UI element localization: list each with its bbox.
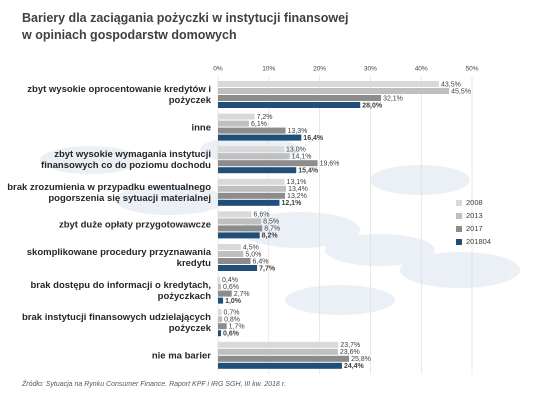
bar (218, 362, 342, 369)
bar (218, 160, 318, 167)
bar (218, 283, 222, 290)
value-label: 2,7% (234, 291, 250, 298)
value-label: 0,6% (223, 331, 240, 338)
category-label: brak dostępu do informacji o kredytach, … (30, 279, 211, 302)
value-label: 13,0% (286, 147, 306, 154)
legend-swatch (456, 200, 462, 206)
legend-label: 2013 (466, 211, 483, 220)
value-label: 1,0% (225, 298, 242, 305)
value-label: 19,6% (320, 161, 340, 168)
bar (218, 258, 251, 264)
value-label: 0,8% (224, 317, 240, 324)
category-label: inne (191, 122, 211, 134)
bar (218, 127, 286, 134)
value-label: 0,4% (222, 277, 238, 284)
value-label: 43,5% (441, 81, 461, 88)
value-label: 1,7% (229, 324, 245, 331)
x-tick-label: 50% (465, 66, 478, 73)
value-label: 7,2% (257, 114, 273, 121)
category-label: skomplikowane procedury przyznawania kre… (26, 247, 211, 269)
bar (218, 185, 287, 192)
legend-swatch (456, 239, 462, 245)
bar (218, 81, 439, 87)
value-label: 13,4% (288, 186, 308, 193)
source: Źródło: Sytuacja na Rynku Consumer Finan… (22, 381, 286, 388)
value-label: 12,1% (281, 200, 302, 207)
bar (218, 251, 244, 257)
bar (218, 146, 285, 153)
x-tick-label: 30% (364, 66, 377, 73)
bar (218, 134, 302, 141)
bar (218, 225, 263, 232)
value-label: 8,5% (263, 219, 279, 226)
value-label: 7,7% (259, 265, 276, 272)
bar (218, 120, 249, 127)
value-label: 15,4% (298, 168, 319, 175)
value-label: 6,1% (251, 121, 267, 128)
bar (218, 88, 450, 94)
value-label: 28,0% (362, 102, 383, 109)
bar (218, 178, 285, 185)
bar (218, 211, 252, 218)
value-label: 16,4% (303, 135, 324, 142)
value-label: 5,0% (245, 251, 261, 258)
value-label: 45,5% (451, 88, 471, 95)
category-label: nie ma barier (151, 350, 211, 362)
bar (218, 348, 338, 355)
bar (218, 218, 262, 225)
value-label: 4,5% (243, 244, 259, 251)
bar (218, 276, 221, 283)
value-label: 8,7% (264, 226, 280, 233)
bar (218, 323, 227, 330)
bar (218, 153, 290, 160)
value-label: 13,2% (287, 193, 307, 200)
bar (218, 355, 350, 362)
x-tick-label: 0% (213, 66, 223, 73)
x-tick-label: 20% (313, 66, 326, 73)
chart-title: Bariery dla zaciągania pożyczki w instyt… (22, 11, 349, 42)
value-label: 14,1% (292, 154, 312, 161)
value-label: 24,4% (344, 363, 365, 370)
legend-label: 201804 (466, 237, 491, 246)
bar (218, 192, 286, 199)
value-label: 25,8% (351, 356, 371, 363)
category-label: zbyt wysokie wymagania instytucji finans… (41, 149, 211, 172)
category-label: zbyt wysokie oprocentowanie kredytów i p… (27, 84, 211, 106)
bar (218, 330, 222, 337)
bar (218, 309, 222, 316)
legend-swatch (456, 226, 462, 232)
bar (218, 290, 232, 297)
value-label: 0,6% (223, 284, 239, 291)
bar (218, 167, 297, 174)
x-tick-label: 10% (262, 66, 275, 73)
bar (218, 265, 258, 271)
legend-label: 2017 (466, 224, 483, 233)
value-label: 6,6% (254, 212, 270, 219)
bar (218, 316, 223, 323)
bar (218, 113, 255, 120)
x-tick-label: 40% (415, 66, 428, 73)
bar (218, 244, 241, 250)
value-label: 23,7% (340, 342, 360, 349)
value-label: 23,6% (340, 349, 360, 356)
bar (218, 297, 224, 304)
value-label: 13,3% (288, 128, 308, 135)
value-label: 8,2% (262, 233, 279, 240)
category-label: brak instytucji finansowych udzielającyc… (21, 312, 211, 335)
bar (218, 232, 260, 239)
value-label: 0,7% (224, 310, 240, 317)
bar (218, 95, 382, 101)
legend-label: 2008 (466, 198, 483, 207)
legend-swatch (456, 213, 462, 219)
category-label: zbyt duże opłaty przygotowawcze (58, 219, 211, 231)
bar (218, 341, 339, 348)
value-label: 13,1% (287, 179, 307, 186)
bar (218, 102, 361, 108)
value-label: 6,4% (253, 258, 269, 265)
bar (218, 199, 280, 206)
value-label: 32,1% (383, 95, 403, 102)
category-label: brak zrozumienia w przypadku ewentualneg… (7, 181, 211, 204)
